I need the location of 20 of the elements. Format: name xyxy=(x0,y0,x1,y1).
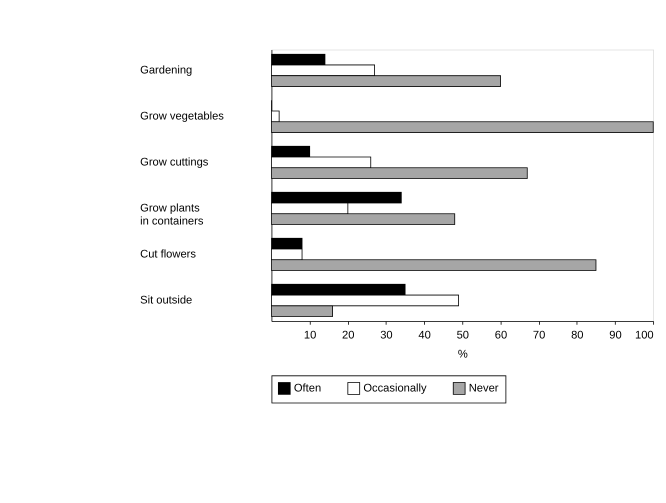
y-tick-label: Grow cuttings xyxy=(140,156,209,169)
x-tick-label: 30 xyxy=(380,329,393,342)
y-tick-label: Gardening xyxy=(140,64,192,77)
legend-label: Never xyxy=(468,382,499,395)
y-tick-label: Cut flowers xyxy=(140,248,196,261)
y-tick-label: Grow plants in containers xyxy=(140,202,204,228)
x-tick-label: 60 xyxy=(494,329,508,342)
x-tick-label: 40 xyxy=(418,329,431,342)
x-tick-label: 10 xyxy=(304,329,316,342)
x-tick-label: 70 xyxy=(532,329,546,342)
x-tick-label: 100 xyxy=(634,329,654,342)
legend-label: Often xyxy=(294,382,322,395)
legend-label: Occasionally xyxy=(363,382,428,395)
x-tick-label: 80 xyxy=(571,329,584,342)
x-axis-title: % xyxy=(458,348,468,360)
y-tick-label: Grow vegetables xyxy=(140,110,224,123)
x-tick-label: 20 xyxy=(342,329,354,342)
x-tick-label: 50 xyxy=(456,329,469,342)
y-tick-label: Sit outside xyxy=(140,294,192,307)
x-tick-label: 90 xyxy=(609,329,622,342)
